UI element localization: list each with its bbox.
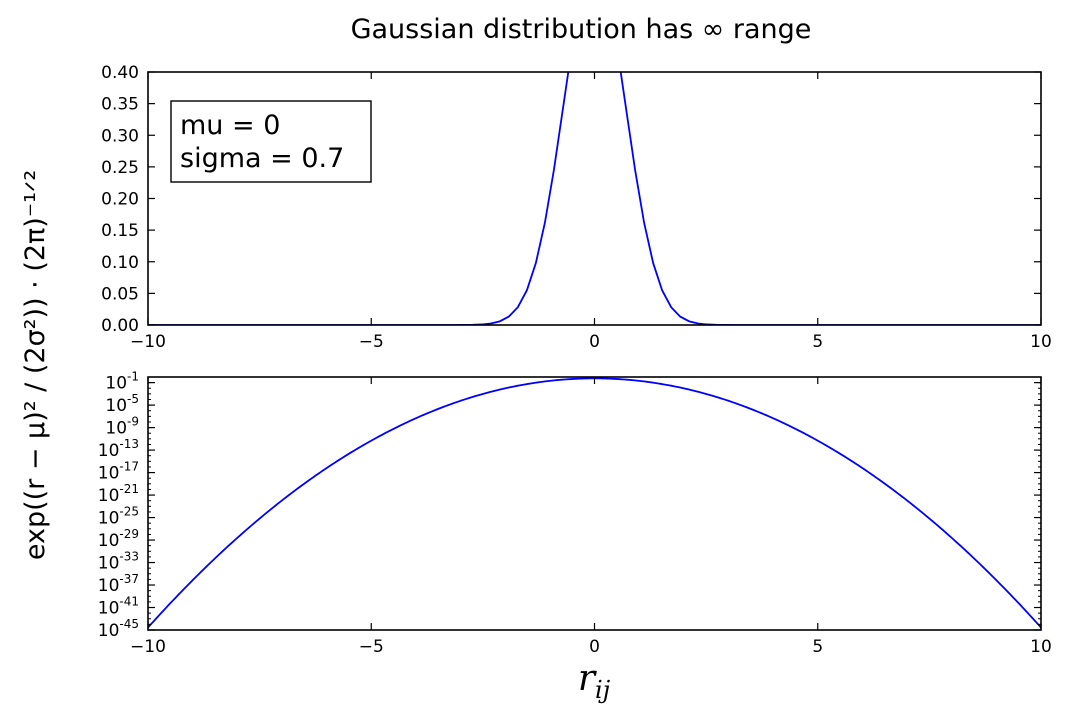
x-tick-label: 0 — [589, 332, 600, 352]
y-tick-label: 0.15 — [101, 221, 139, 241]
y-tick-label: 0.05 — [101, 284, 139, 304]
y-tick-label: 0.20 — [101, 190, 139, 210]
top-panel: −10 −5 0 5 10 0.00 0.05 0.10 0.15 0.20 0.25 0.30 0.3… — [101, 63, 1052, 352]
bottom-panel-frame — [147, 376, 1042, 631]
y-tick-exponent: -37 — [119, 572, 139, 586]
y-tick-base: 10 — [98, 486, 120, 506]
x-tick-label: 10 — [1030, 332, 1052, 352]
y-tick-label: 10-37 — [98, 572, 139, 596]
y-tick-base: 10 — [98, 509, 120, 529]
y-tick-label: 10-45 — [98, 617, 139, 641]
y-tick-label: 10-1 — [105, 370, 139, 394]
y-tick-label: 0.30 — [101, 126, 139, 146]
y-tick-exponent: -33 — [119, 550, 139, 564]
x-tick-label: 5 — [812, 637, 823, 657]
x-tick-label: 10 — [1030, 637, 1052, 657]
y-tick-base: 10 — [98, 576, 120, 596]
y-tick-base: 10 — [105, 396, 127, 416]
y-tick-label: 0.00 — [101, 316, 139, 336]
x-axis-label-subscript: ij — [595, 676, 611, 704]
y-tick-label: 10-13 — [98, 437, 139, 461]
y-tick-exponent: -13 — [119, 437, 139, 451]
y-tick-label: 10-5 — [105, 392, 139, 416]
y-tick-exponent: -17 — [119, 460, 139, 474]
y-tick-label: 10-21 — [98, 482, 139, 506]
y-tick-exponent: -25 — [119, 505, 139, 519]
y-tick-label: 0.25 — [101, 158, 139, 178]
bottom-panel-ticks: −10 −5 0 5 1010-110-510-910-1310-1710-2110-2… — [98, 370, 1052, 657]
y-tick-exponent: -5 — [127, 392, 139, 406]
y-tick-base: 10 — [98, 531, 120, 551]
bottom-panel: −10 −5 0 5 1010-110-510-910-1310-1710-2110-2… — [98, 370, 1052, 657]
x-tick-label: −10 — [130, 332, 166, 352]
y-tick-base: 10 — [98, 554, 120, 574]
y-axis-label: exp((r − μ)² / (2σ²)) · (2π)⁻¹ᐟ² — [20, 170, 51, 560]
y-tick-label: 10-33 — [98, 550, 139, 574]
y-tick-base: 10 — [98, 441, 120, 461]
y-tick-base: 10 — [105, 419, 127, 439]
x-axis-label: rij — [578, 658, 611, 704]
y-tick-label: 0.10 — [101, 253, 139, 273]
x-tick-label: −5 — [359, 637, 384, 657]
y-tick-label: 10-25 — [98, 505, 139, 529]
annotation-mu: mu = 0 — [180, 110, 280, 141]
x-tick-label: −5 — [359, 332, 384, 352]
top-panel-frame — [147, 71, 1042, 326]
y-tick-label: 10-9 — [105, 415, 139, 439]
y-tick-exponent: -1 — [127, 370, 139, 384]
parameter-annotation-box: mu = 0 sigma = 0.7 — [170, 100, 372, 183]
y-tick-exponent: -45 — [119, 617, 139, 631]
y-tick-label: 0.40 — [101, 63, 139, 83]
x-tick-label: −10 — [130, 637, 166, 657]
y-tick-label: 10-29 — [98, 527, 139, 551]
y-tick-base: 10 — [98, 621, 120, 641]
x-tick-label: 0 — [589, 637, 600, 657]
y-tick-label: 0.35 — [101, 95, 139, 115]
y-tick-label: 10-17 — [98, 460, 139, 484]
annotation-sigma: sigma = 0.7 — [180, 143, 344, 174]
x-axis-label-main: r — [578, 658, 597, 699]
figure-title: Gaussian distribution has ∞ range — [351, 14, 812, 45]
y-tick-exponent: -9 — [127, 415, 139, 429]
y-tick-exponent: -41 — [119, 595, 139, 609]
x-tick-label: 5 — [812, 332, 823, 352]
y-tick-base: 10 — [98, 464, 120, 484]
annotation-border — [170, 100, 372, 183]
y-tick-base: 10 — [98, 599, 120, 619]
y-tick-exponent: -29 — [119, 527, 139, 541]
y-tick-base: 10 — [105, 374, 127, 394]
y-tick-label: 10-41 — [98, 595, 139, 619]
y-tick-exponent: -21 — [119, 482, 139, 496]
